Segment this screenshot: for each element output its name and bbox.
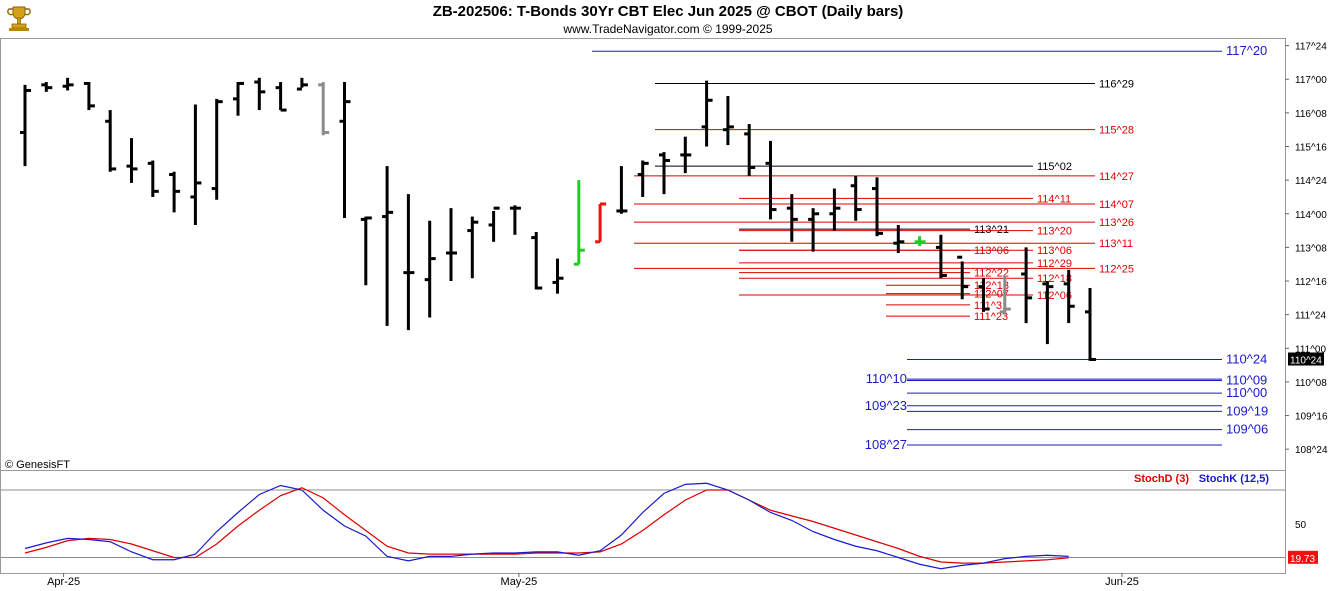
price-level-label: 113^11 [1099,238,1133,250]
price-level-label: 115^02 [1037,161,1072,173]
price-level-label: 112^18 [1037,273,1072,285]
stoch-last-value-box [1288,550,1318,564]
price-level-label: 111^23 [974,311,1008,323]
gold-trophy-logo-icon [7,6,31,31]
price-level-label: 113^20 [1037,226,1072,238]
last-price-label: 110^24 [1290,356,1322,367]
y-tick-label: 114^00 [1295,210,1327,221]
price-level-label: 112^25 [1099,263,1134,275]
price-level-label: 114^11 [1037,193,1071,205]
price-level-label: 117^20 [1226,43,1267,58]
y-tick-label: 113^08 [1295,243,1327,254]
price-level-label: 109^06 [1226,422,1268,437]
legend-stochk: StochK (12,5) [1199,473,1270,485]
y-tick-label: 117^00 [1295,75,1327,86]
price-level-label: 115^28 [1099,125,1134,137]
stoch-panel-frame [0,470,1286,574]
y-tick-label: 114^24 [1295,176,1327,187]
price-level-label: 110^10 [866,371,907,386]
price-level-label: 110^24 [1226,352,1267,367]
y-tick-label: 115^16 [1295,143,1327,154]
price-level-label: 112^29 [1037,258,1072,270]
last-price-box [1288,352,1324,366]
price-level-label: 110^09 [1226,373,1267,388]
chart-title: ZB-202506: T-Bonds 30Yr CBT Elec Jun 202… [432,3,904,20]
price-level-label: 108^27 [865,437,907,452]
stoch-y-tick-label: 50 [1295,520,1307,531]
price-level-label: 116^29 [1099,78,1134,90]
price-level-label: 113^26 [1099,217,1134,229]
x-tick-label: Apr-25 [47,576,80,588]
y-tick-label: 112^16 [1295,277,1327,288]
y-tick-label: 117^24 [1295,42,1327,53]
price-level-label: 112^22 [974,268,1009,280]
chart-subtitle: www.TradeNavigator.com © 1999-2025 [563,22,773,36]
legend-stochd: StochD (3) [1134,473,1189,485]
stoch-series-line [24,487,1069,564]
price-level-label: 111^31 [974,300,1008,312]
price-level-label: 110^00 [1226,385,1267,400]
price-level-label: 113^06 [1037,245,1072,257]
x-tick-label: May-25 [501,576,538,588]
stoch-last-value-label: 19.73 [1290,554,1315,565]
copyright-label: © GenesisFT [5,459,70,471]
price-level-label: 114^27 [1099,171,1134,183]
price-level-label: 109^23 [865,398,907,413]
price-level-label: 112^06 [1037,290,1072,302]
y-tick-label: 111^00 [1295,344,1326,355]
y-tick-label: 116^08 [1295,109,1327,120]
price-level-label: 113^06 [974,245,1009,257]
x-tick-label: Jun-25 [1105,576,1139,588]
y-tick-label: 109^16 [1295,412,1328,423]
y-tick-label: 108^24 [1295,445,1328,456]
chart-header: ZB-202506: T-Bonds 30Yr CBT Elec Jun 202… [0,0,1336,38]
price-level-label: 109^19 [1226,403,1268,418]
price-level-label: 114^07 [1099,199,1134,211]
stoch-series-line [24,482,1069,570]
y-tick-label: 111^24 [1295,311,1326,322]
y-tick-label: 110^08 [1295,378,1327,389]
